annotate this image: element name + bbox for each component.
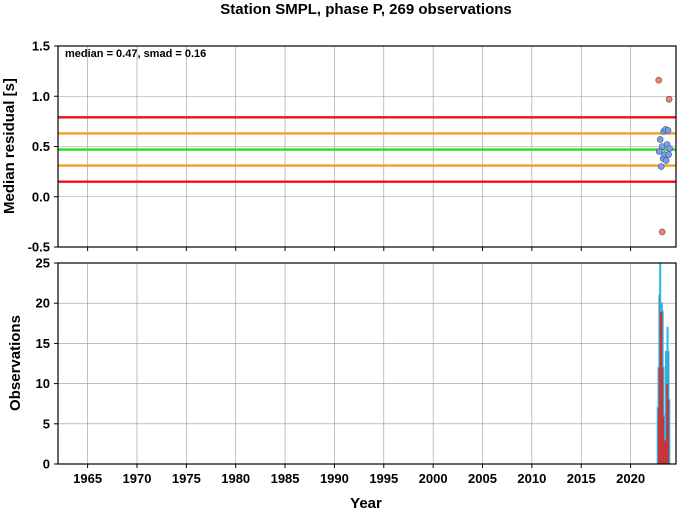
x-tick-label: 2005 xyxy=(468,471,497,486)
residual-panel: -0.5 0.0 0.5 1.0 1.5 median = 0.47, smad = 0.… xyxy=(28,39,677,255)
x-tick-label: 2015 xyxy=(567,471,596,486)
y-tick-label: 25 xyxy=(36,256,50,271)
data-point xyxy=(664,127,672,134)
x-tick-label: 2020 xyxy=(616,471,645,486)
y-tick-label: 1.5 xyxy=(32,39,50,54)
x-tick-label: 1970 xyxy=(123,471,152,486)
y-tick-label: 0.5 xyxy=(32,139,50,154)
data-point xyxy=(665,151,672,158)
data-point xyxy=(657,163,665,170)
data-point xyxy=(656,136,664,143)
data-point xyxy=(655,148,663,155)
data-point xyxy=(665,95,673,103)
y-tick-label: 0.0 xyxy=(32,189,50,204)
bottom-y-axis-label: Observations xyxy=(7,315,24,411)
y-tick-label: 10 xyxy=(36,376,50,391)
x-tick-label: 1990 xyxy=(320,471,349,486)
x-tick-label: 1995 xyxy=(369,471,398,486)
data-point xyxy=(666,145,673,152)
x-tick-label: 2000 xyxy=(419,471,448,486)
y-tick-label: 1.0 xyxy=(32,89,50,104)
x-tick-label: 1975 xyxy=(172,471,201,486)
data-point xyxy=(662,157,670,164)
x-tick-label: 1980 xyxy=(221,471,250,486)
x-axis-label: Year xyxy=(350,495,382,511)
y-tick-label: 5 xyxy=(43,416,50,431)
bottom-plot-frame xyxy=(57,262,677,465)
top-y-axis-label: Median residual [s] xyxy=(1,78,18,214)
x-tick-label: 1985 xyxy=(271,471,300,486)
x-tick-label: 2010 xyxy=(517,471,546,486)
x-tick-label: 1965 xyxy=(73,471,102,486)
observation-step-line xyxy=(656,262,671,464)
stats-annotation: median = 0.47, smad = 0.16 xyxy=(65,48,206,60)
data-point xyxy=(658,228,666,236)
observations-panel: 0 5 10 15 20 25 1965 1970 1975 1980 1985 1990 1995 20… xyxy=(36,256,677,486)
y-tick-label: 15 xyxy=(36,336,50,351)
chart-title: Station SMPL, phase P, 269 observations xyxy=(220,1,511,18)
y-tick-label: 20 xyxy=(36,296,50,311)
data-point xyxy=(655,76,663,84)
y-tick-label: 0 xyxy=(43,457,50,472)
y-tick-label: -0.5 xyxy=(28,240,50,255)
